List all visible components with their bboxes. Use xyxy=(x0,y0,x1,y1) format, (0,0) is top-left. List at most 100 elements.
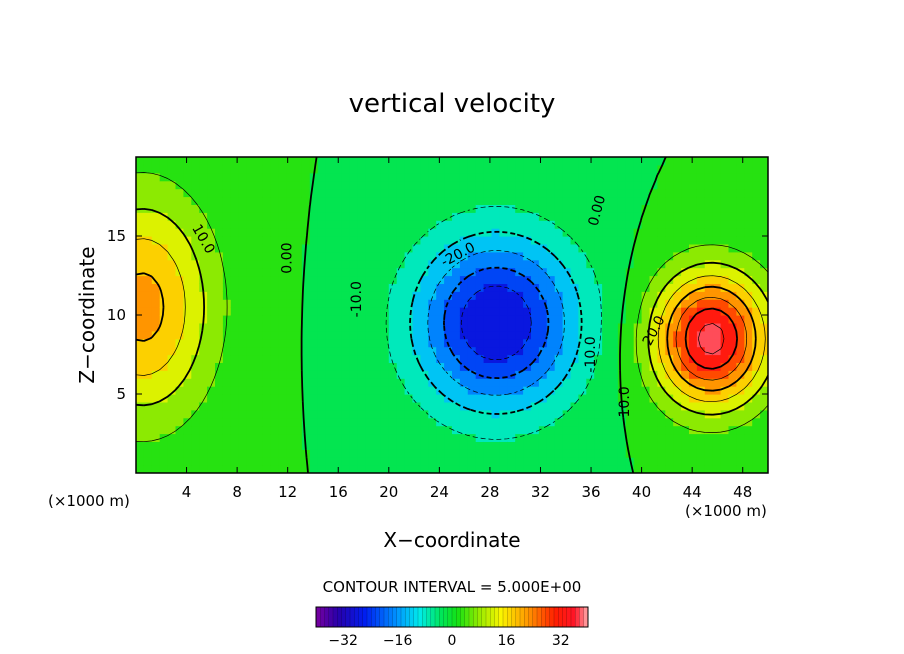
field-cell xyxy=(317,457,327,466)
field-cell xyxy=(136,425,145,435)
field-cell xyxy=(151,322,161,332)
field-cell xyxy=(467,362,477,371)
field-cell xyxy=(475,417,485,427)
field-cell xyxy=(404,291,414,300)
field-cell xyxy=(689,188,698,198)
field-cell xyxy=(191,291,200,300)
field-cell xyxy=(578,394,587,403)
field-cell xyxy=(459,188,469,198)
field-cell xyxy=(333,267,342,277)
field-cell xyxy=(420,394,429,403)
field-cell xyxy=(752,196,761,205)
field-cell xyxy=(475,283,485,292)
field-cell xyxy=(143,307,153,316)
field-cell xyxy=(151,457,161,466)
field-cell xyxy=(531,401,540,411)
field-cell xyxy=(657,425,666,435)
field-cell xyxy=(183,220,192,229)
field-cell xyxy=(341,307,350,316)
field-cell xyxy=(388,196,398,205)
field-cell xyxy=(744,180,753,190)
field-cell xyxy=(238,465,248,473)
field-cell xyxy=(586,362,595,371)
field-cell xyxy=(404,243,414,253)
field-cell xyxy=(578,417,587,427)
field-cell xyxy=(143,401,153,411)
field-cell xyxy=(673,299,682,308)
field-cell xyxy=(404,433,414,442)
field-cell xyxy=(309,251,319,261)
field-cell xyxy=(760,433,768,442)
field-cell xyxy=(602,457,611,466)
field-cell xyxy=(696,299,706,308)
field-cell xyxy=(704,322,714,332)
field-cell xyxy=(183,465,192,473)
field-cell xyxy=(388,433,398,442)
field-cell xyxy=(586,267,595,277)
field-cell xyxy=(175,417,184,427)
field-cell xyxy=(736,259,745,269)
field-cell xyxy=(286,299,295,308)
field-cell xyxy=(696,338,706,348)
field-cell xyxy=(546,322,556,332)
field-cell xyxy=(515,180,524,190)
field-cell xyxy=(554,299,564,308)
field-cell xyxy=(388,307,398,316)
field-cell xyxy=(720,236,730,245)
field-cell xyxy=(246,196,256,205)
field-cell xyxy=(396,220,406,229)
field-cell xyxy=(657,180,666,190)
field-cell xyxy=(167,299,177,308)
field-cell xyxy=(341,220,350,229)
field-cell xyxy=(215,401,224,411)
field-cell xyxy=(459,401,469,411)
field-cell xyxy=(523,441,532,450)
field-cell xyxy=(136,283,145,292)
field-cell xyxy=(760,307,768,316)
field-cell xyxy=(270,307,279,316)
field-cell xyxy=(610,164,619,174)
field-cell xyxy=(286,259,295,269)
field-cell xyxy=(301,220,311,229)
field-cell xyxy=(159,362,169,371)
field-cell xyxy=(294,354,303,363)
field-cell xyxy=(388,220,398,229)
field-cell xyxy=(396,322,406,332)
field-cell xyxy=(254,425,263,435)
field-cell xyxy=(412,236,421,245)
field-cell xyxy=(507,354,516,363)
field-cell xyxy=(712,449,722,458)
field-cell xyxy=(594,378,603,387)
field-cell xyxy=(246,449,256,458)
field-cell xyxy=(286,425,295,435)
field-cell xyxy=(499,425,508,435)
field-cell xyxy=(665,196,674,205)
field-cell xyxy=(507,315,516,324)
field-cell xyxy=(341,401,350,411)
field-cell xyxy=(696,346,706,356)
field-cell xyxy=(278,425,287,435)
field-cell xyxy=(333,259,342,269)
field-cell xyxy=(333,433,342,442)
field-cell xyxy=(483,322,493,332)
field-cell xyxy=(309,465,319,473)
field-cell xyxy=(594,251,603,261)
field-cell xyxy=(143,433,153,442)
field-cell xyxy=(649,386,658,395)
field-cell xyxy=(420,417,429,427)
field-cell xyxy=(230,180,240,190)
field-cell xyxy=(136,362,145,371)
field-cell xyxy=(531,346,540,356)
field-cell xyxy=(436,457,445,466)
field-cell xyxy=(444,259,453,269)
colorbar-tick-label: −32 xyxy=(328,633,358,649)
field-cell xyxy=(412,362,421,371)
field-cell xyxy=(230,259,240,269)
field-cell xyxy=(151,204,161,213)
field-cell xyxy=(444,386,453,395)
contour-line xyxy=(136,172,768,443)
field-cell xyxy=(689,180,698,190)
field-cell xyxy=(515,425,524,435)
field-cell xyxy=(396,401,406,411)
field-cell xyxy=(570,164,579,174)
